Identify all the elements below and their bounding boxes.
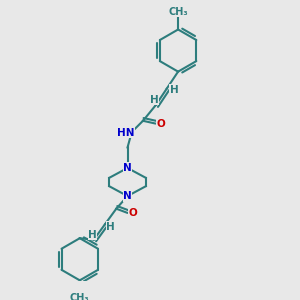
Text: H: H — [88, 230, 97, 240]
Text: O: O — [156, 118, 165, 129]
Text: CH₃: CH₃ — [168, 7, 188, 17]
Text: HN: HN — [117, 128, 134, 138]
Text: H: H — [150, 95, 159, 105]
Text: N: N — [123, 191, 132, 201]
Text: O: O — [128, 208, 137, 218]
Text: H: H — [169, 85, 178, 95]
Text: CH₃: CH₃ — [70, 293, 90, 300]
Text: H: H — [106, 222, 115, 232]
Text: N: N — [123, 163, 132, 173]
